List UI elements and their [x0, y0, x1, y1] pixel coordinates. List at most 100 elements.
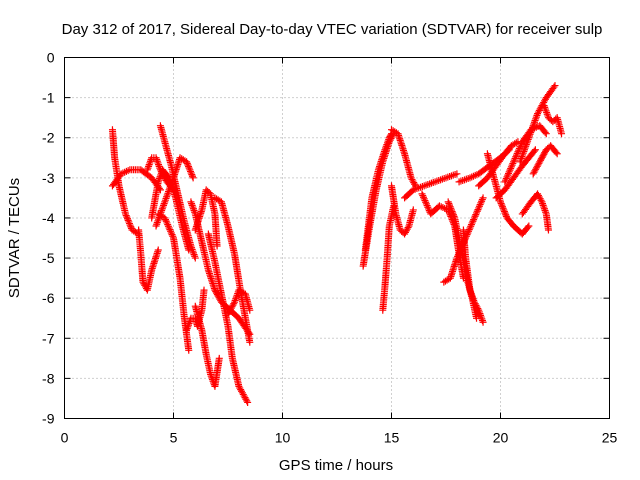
data-point	[189, 174, 197, 182]
series-arc-19	[388, 182, 417, 238]
data-point	[474, 206, 482, 214]
x-axis-ticks: 0 5 10 15 20 25	[61, 57, 617, 446]
data-point	[185, 319, 193, 327]
data-point	[541, 206, 549, 214]
data-point	[185, 246, 193, 254]
data-point	[444, 198, 452, 206]
series-arc-7	[154, 210, 193, 354]
data-point	[225, 309, 233, 317]
data-point	[155, 215, 163, 223]
data-point	[155, 176, 163, 184]
data-point	[468, 293, 476, 301]
data-point	[513, 149, 521, 157]
y-axis-ticks: 0 -1 -2 -3 -4 -5 -6 -7 -8 -9	[42, 50, 610, 427]
data-point	[424, 203, 432, 211]
data-point	[498, 203, 506, 211]
series-arc-25	[459, 226, 487, 326]
series-arc-32	[518, 190, 552, 234]
data-point	[420, 195, 428, 203]
data-point	[168, 177, 176, 185]
data-point	[447, 204, 455, 212]
series-arc-6	[148, 166, 193, 254]
data-point	[381, 146, 389, 154]
data-point	[473, 207, 481, 215]
data-point	[153, 220, 161, 228]
data-point	[449, 209, 457, 217]
data-point	[509, 159, 517, 167]
data-point	[507, 163, 515, 171]
series-arc-5	[156, 122, 199, 262]
data-point	[423, 202, 431, 210]
data-point	[185, 164, 193, 172]
data-point	[185, 346, 193, 354]
data-point	[167, 229, 175, 237]
data-point	[475, 306, 483, 314]
x-tick-label: 15	[384, 430, 400, 446]
data-point	[542, 208, 550, 216]
data-point	[158, 206, 166, 214]
data-point	[532, 115, 540, 123]
data-point	[538, 153, 546, 161]
data-point	[231, 298, 239, 306]
data-point	[543, 110, 551, 118]
data-point	[544, 226, 552, 234]
data-point	[419, 192, 427, 200]
data-point	[156, 212, 164, 220]
data-point	[512, 153, 520, 161]
data-point	[500, 208, 508, 216]
data-point	[455, 249, 463, 257]
data-point	[165, 188, 173, 196]
data-point	[382, 142, 390, 150]
series-arc-34	[540, 102, 566, 138]
data-point	[383, 141, 391, 149]
data-point	[500, 206, 508, 214]
data-point	[527, 129, 535, 137]
series-arc-12	[191, 186, 221, 250]
data-point	[474, 305, 482, 313]
data-point	[418, 190, 426, 198]
data-point	[512, 139, 520, 147]
data-point	[536, 158, 544, 166]
data-point	[523, 139, 531, 147]
data-point	[516, 158, 524, 166]
data-point	[528, 125, 536, 133]
data-point	[502, 176, 510, 184]
data-point	[213, 289, 221, 297]
series-arc-31	[516, 82, 559, 166]
x-axis-label: GPS time / hours	[279, 457, 393, 474]
data-point	[537, 196, 545, 204]
data-point	[445, 200, 453, 208]
data-point	[450, 212, 458, 220]
data-point	[167, 181, 175, 189]
data-point	[541, 128, 549, 136]
data-point	[541, 103, 549, 111]
data-point	[154, 217, 162, 225]
data-point	[502, 175, 510, 183]
data-point	[246, 338, 254, 346]
data-point	[504, 169, 512, 177]
data-point	[189, 203, 197, 211]
data-point	[169, 176, 177, 184]
data-point	[540, 205, 548, 213]
data-point	[531, 167, 539, 175]
data-point	[155, 162, 163, 170]
data-point	[504, 171, 512, 179]
data-point	[479, 194, 487, 202]
data-point	[449, 211, 457, 219]
y-tick-label: -5	[42, 250, 55, 266]
x-tick-label: 10	[275, 430, 291, 446]
data-point	[212, 288, 220, 296]
data-point	[514, 148, 522, 156]
data-point	[517, 156, 525, 164]
data-point	[475, 308, 483, 316]
data-point	[164, 189, 172, 197]
data-point	[445, 201, 453, 209]
data-point	[191, 252, 199, 260]
data-point	[232, 293, 240, 301]
y-tick-label: 0	[47, 50, 55, 66]
data-point	[161, 196, 169, 204]
data-point	[539, 152, 547, 160]
data-point	[153, 157, 161, 165]
data-point	[477, 313, 485, 321]
data-point	[244, 398, 252, 406]
